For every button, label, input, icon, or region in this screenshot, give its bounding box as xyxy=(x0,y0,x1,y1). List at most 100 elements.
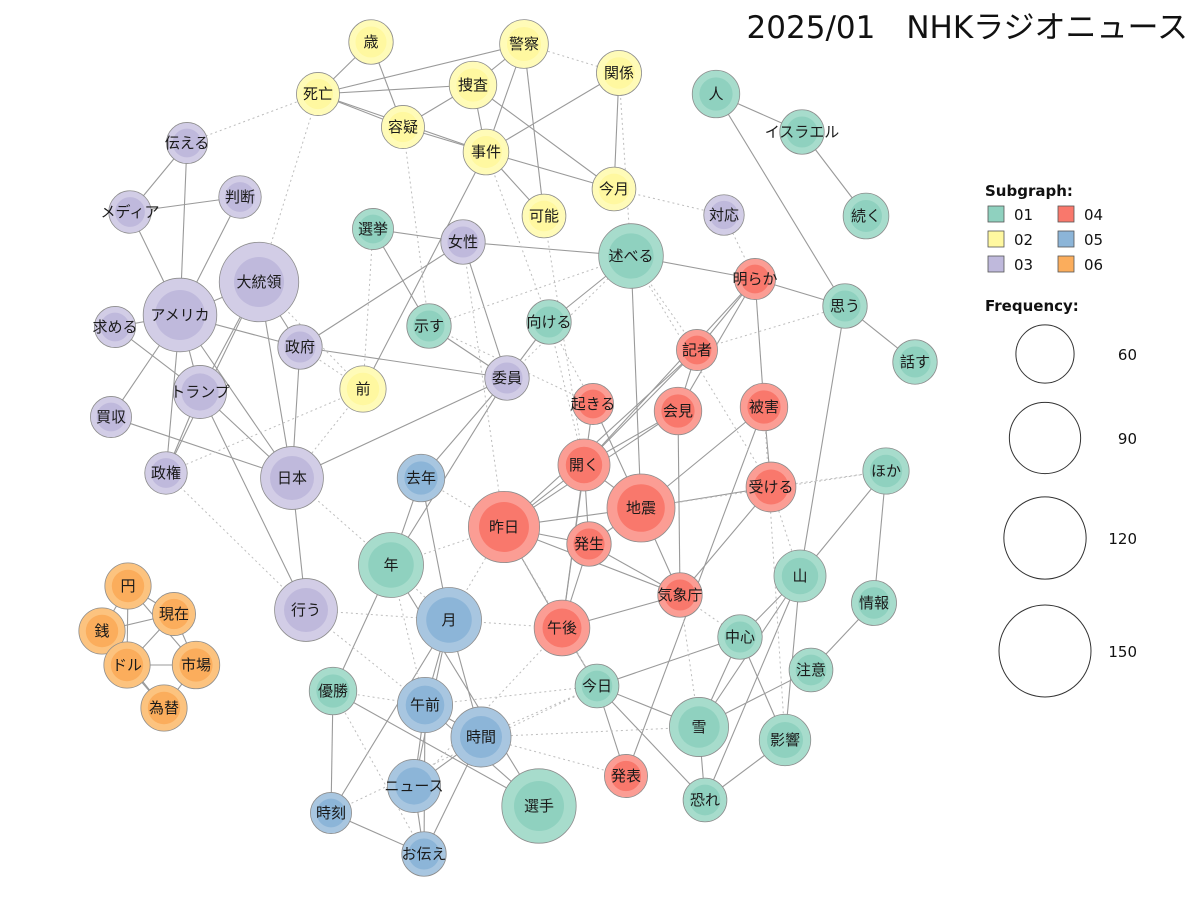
edge-買収-日本 xyxy=(110,416,293,479)
node-core xyxy=(270,456,314,500)
node-core xyxy=(689,784,721,816)
node-core xyxy=(284,331,316,363)
node-core xyxy=(514,781,564,831)
node-午前: 午前 xyxy=(396,677,453,734)
node-label: 会見 xyxy=(663,402,693,420)
node-core xyxy=(111,569,145,603)
edge-トランプ-行う xyxy=(199,391,307,611)
node-ほか: ほか xyxy=(862,447,910,495)
node-明らか: 明らか xyxy=(732,258,778,300)
node-関係: 関係 xyxy=(596,50,642,96)
node-core xyxy=(358,214,388,244)
node-今月: 今月 xyxy=(591,166,637,212)
edge-選挙-前 xyxy=(362,228,374,390)
legend-frequency-entries: 60 90 120 150 xyxy=(998,324,1137,698)
edge-地震-ほか xyxy=(640,470,887,509)
chart-title: 2025/01 NHKラジオニュース xyxy=(746,10,1188,46)
edge-時間-雪 xyxy=(480,726,700,738)
node-core xyxy=(829,290,861,322)
node-市場: 市場 xyxy=(171,640,221,690)
node-為替: 為替 xyxy=(140,684,188,732)
node-core xyxy=(598,173,630,205)
legend-subgraph-entries: 01 02 03 04 05 06 xyxy=(987,205,1103,274)
node-core xyxy=(740,264,770,294)
node-ドル: ドル xyxy=(103,641,151,689)
node-地震: 地震 xyxy=(606,473,676,543)
edge-前-政権 xyxy=(165,388,364,474)
node-core xyxy=(355,26,387,58)
node-core xyxy=(869,454,903,488)
node-core xyxy=(85,614,119,648)
edge-委員-年 xyxy=(390,377,508,566)
node-core xyxy=(447,226,479,258)
node-core xyxy=(491,362,523,394)
edge-政府-女性 xyxy=(299,241,464,348)
node-前: 前 xyxy=(339,365,387,413)
node-月: 月 xyxy=(416,587,482,653)
node-core xyxy=(603,57,635,89)
node-label: 判断 xyxy=(225,188,255,206)
node-core xyxy=(115,197,145,227)
legend-label-03: 03 xyxy=(1014,256,1033,274)
edge-記者-昨日 xyxy=(503,349,698,528)
node-選挙: 選挙 xyxy=(352,208,394,250)
node-伝える: 伝える xyxy=(165,122,210,164)
node-捜査: 捜査 xyxy=(448,60,498,110)
node-label: 受ける xyxy=(748,478,793,496)
node-label: 山 xyxy=(792,567,807,585)
node-受ける: 受ける xyxy=(745,461,797,513)
node-求める: 求める xyxy=(92,306,138,348)
legend-frequency-circle-60 xyxy=(1015,324,1075,384)
node-label: 午前 xyxy=(410,696,440,714)
node-core xyxy=(682,335,712,365)
node-core xyxy=(786,116,818,148)
node-label: 警察 xyxy=(509,35,539,53)
node-core xyxy=(661,394,695,428)
edge-今日-時刻 xyxy=(330,685,598,814)
legend-swatch-04 xyxy=(1057,205,1075,223)
legend-frequency-title: Frequency: xyxy=(985,297,1079,315)
node-label: 円 xyxy=(120,577,135,595)
node-core xyxy=(528,200,560,232)
node-label: 開く xyxy=(569,456,599,474)
node-core xyxy=(753,469,789,505)
edge-選手-年 xyxy=(390,564,540,807)
node-core xyxy=(413,310,445,342)
node-core xyxy=(678,706,720,748)
node-label: 対応 xyxy=(709,206,739,224)
node-label: 地震 xyxy=(626,499,656,517)
node-選手: 選手 xyxy=(501,768,577,844)
node-label: 被害 xyxy=(749,398,779,416)
node-label: 伝える xyxy=(165,134,210,152)
node-label: 述べる xyxy=(608,247,653,265)
node-向ける: 向ける xyxy=(526,299,572,345)
node-label: トランプ xyxy=(170,383,230,401)
node-label: 選手 xyxy=(524,797,554,815)
node-情報: 情報 xyxy=(851,580,897,626)
node-開く: 開く xyxy=(557,438,611,492)
legend-swatch-06 xyxy=(1057,255,1075,273)
node-中心: 中心 xyxy=(717,614,763,660)
node-政府: 政府 xyxy=(277,324,323,370)
node-label: 人 xyxy=(708,85,723,103)
node-label: 政権 xyxy=(151,464,181,482)
node-時間: 時間 xyxy=(450,706,512,768)
legend-swatch-02 xyxy=(987,230,1005,248)
node-label: 行う xyxy=(291,601,321,619)
node-label: 捜査 xyxy=(458,76,488,94)
node-優勝: 優勝 xyxy=(308,666,358,716)
edge-山-恐れ xyxy=(704,575,801,801)
node-続く: 続く xyxy=(842,192,890,240)
legend-frequency-label-60: 60 xyxy=(1118,346,1137,364)
node-label: 前 xyxy=(355,380,370,398)
legend-frequency-circle-120 xyxy=(1003,496,1087,580)
node-core xyxy=(581,670,613,702)
node-アメリカ: アメリカ xyxy=(142,277,218,353)
legend: Subgraph: 01 02 03 04 05 06 Frequency: 60 90 12… xyxy=(985,182,1137,698)
node-注意: 注意 xyxy=(788,647,834,693)
edge-会見-気象庁 xyxy=(677,410,681,596)
node-行う: 行う xyxy=(274,578,338,642)
node-core xyxy=(617,484,665,532)
node-core xyxy=(181,373,219,411)
node-label: 去年 xyxy=(406,469,436,487)
